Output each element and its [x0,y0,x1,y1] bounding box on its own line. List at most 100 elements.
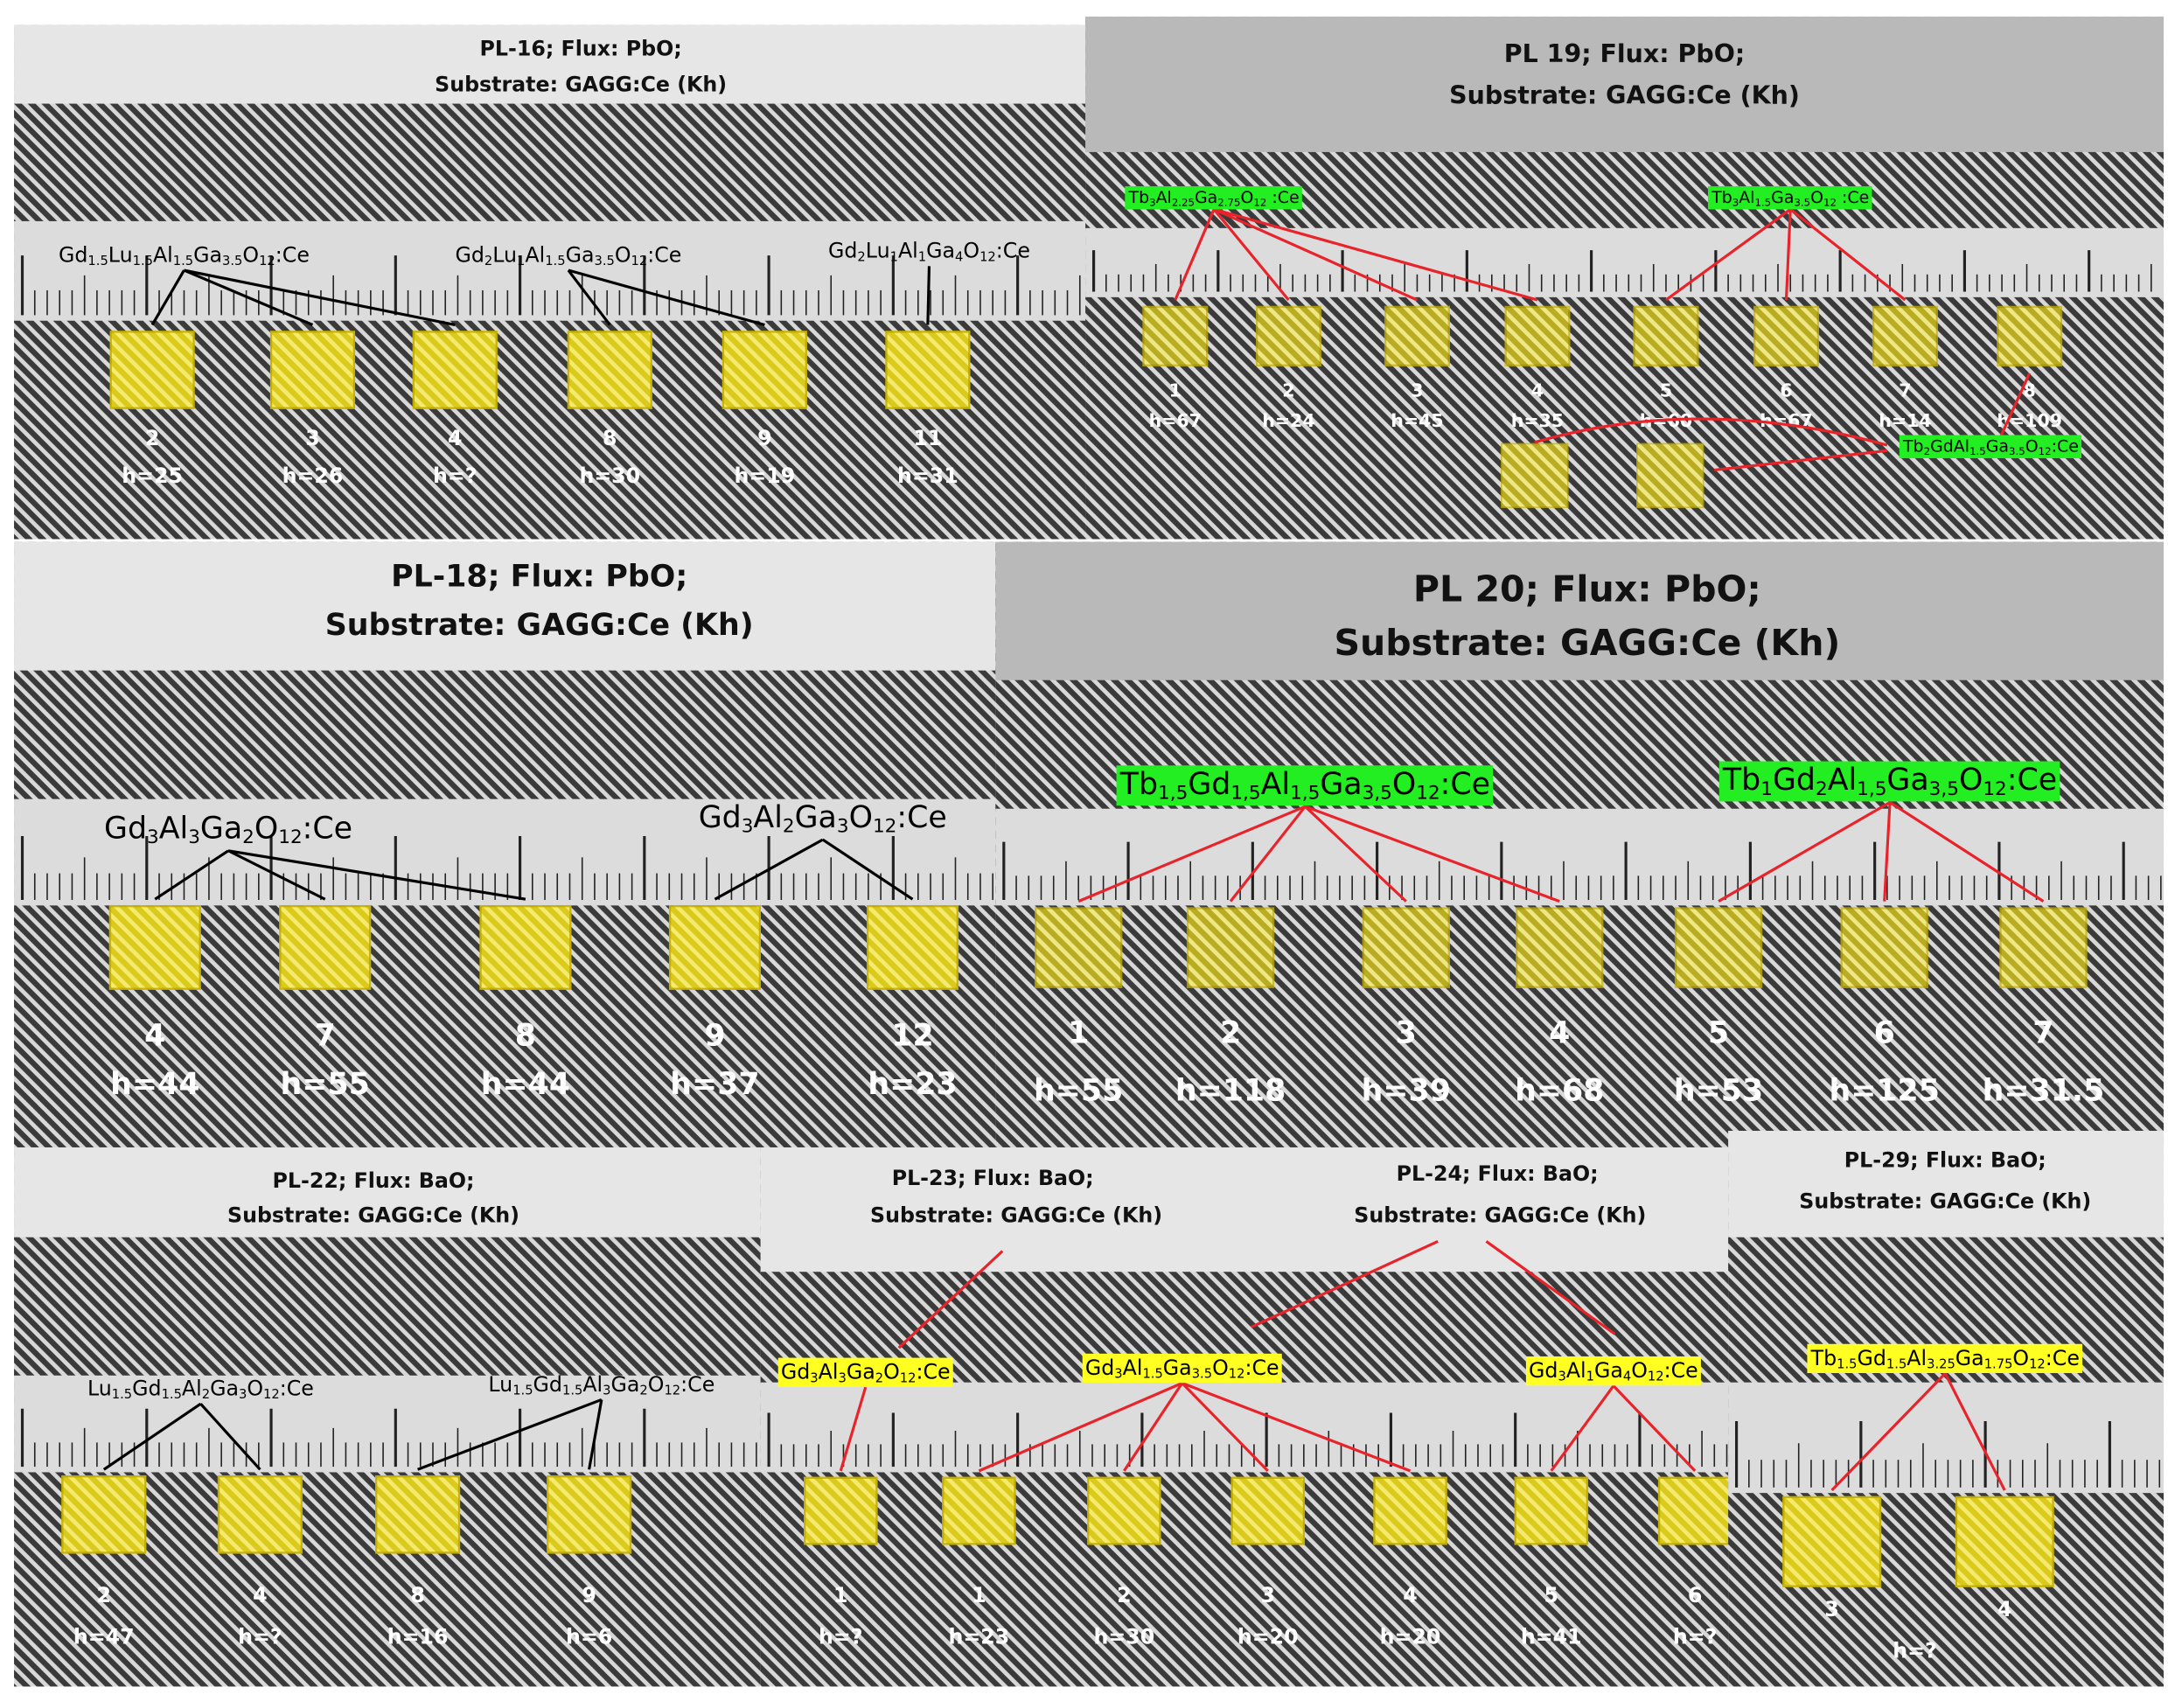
formula-part: Ga [926,238,955,262]
crystal-sample [1186,907,1275,988]
sample-thickness: h=? [433,464,477,488]
formula: Lu1.5Gd1.5Al3Ga2O12:Ce [488,1371,715,1398]
crystal-sample [804,1476,878,1545]
crystal-sample [109,331,195,409]
formula-part: O [1240,188,1253,207]
formula-part: Gd [828,238,857,262]
formula-highlight [1116,765,1494,806]
formula-part: O [2025,436,2039,456]
formula: Tb3Al1.5Ga3.5O12 :Ce [1711,188,1869,208]
sample-thickness: h=? [1673,1625,1718,1649]
formula-part: 3 [239,1387,247,1402]
sample-thickness: h=20 [1380,1625,1441,1649]
formula-part: 12 [873,816,896,838]
formula: Gd3Al3Ga2O12:Ce [104,811,352,848]
panel-title: Substrate: GAGG:Ce (Kh) [227,1203,519,1228]
connector [183,268,314,326]
formula: Gd2Lu1Al1Ga4O12:Ce [828,238,1030,264]
formula-part: 3 [1558,1370,1565,1384]
panel-title: Substrate: GAGG:Ce (Kh) [870,1203,1162,1228]
sample-number: 4 [1531,380,1544,401]
sample-thickness: h=26 [282,464,344,488]
formula-part: 1.5 [545,254,565,268]
formula-part: O [849,800,873,835]
formula-part: Al [819,1359,839,1384]
sample-thickness: h=20 [1237,1625,1299,1649]
formula-part: Al [1907,1345,1927,1370]
formula-part: 3 [1149,196,1155,208]
sample-number: 4 [1997,1597,2012,1621]
panel-title: Substrate: GAGG:Ce (Kh) [435,73,727,97]
formula-part: 2 [875,1370,883,1385]
formula-part: 3 [147,826,159,848]
panel-title: PL-18; Flux: PbO; [391,560,687,595]
formula-part: 1.5 [562,1383,582,1398]
crystal-sample [1501,443,1569,508]
formula-part: GdAl [1930,436,1969,456]
connector [1665,208,1792,302]
connector [184,268,456,327]
sample-number: 3 [1260,1583,1274,1607]
crystal-sample [942,1476,1016,1545]
formula-part: Ga [1195,188,1217,207]
formula-part: Al [525,242,545,267]
crystal-sample [1504,305,1571,366]
formula-part: :Ce [680,1371,715,1396]
sample-number: 4 [144,1019,165,1054]
formula-part: 3.5 [594,254,614,268]
formula-part: Ga [1320,767,1362,802]
formula-part: 3,5 [1929,778,1959,800]
formula-part: Tb [1711,188,1732,207]
formula-highlight [1082,1353,1282,1384]
connector [1077,805,1307,903]
formula-part: Al [182,1376,202,1400]
formula: Tb1,5Gd1,5Al1,5Ga3,5O12:Ce [1119,767,1490,805]
crystal-sample [1255,305,1321,366]
sample-thickness: h=118 [1175,1074,1286,1109]
formula-part: Ga [847,1359,875,1384]
sample-thickness: h=30 [1093,1625,1154,1649]
connector [150,269,185,326]
formula-part: 12 [2039,444,2052,457]
formula-part: 2 [639,1383,647,1398]
formula-part: 2.25 [1172,196,1195,208]
formula-part: :Ce [2046,1345,2080,1370]
ruler [1728,1382,2165,1494]
sample-number: 1 [972,1583,986,1607]
formula-part: 12 [1648,1370,1664,1384]
ruler [760,1382,1729,1473]
connector [1883,802,1892,902]
connector [1181,1382,1269,1472]
sample-thickness: h=25 [122,464,183,488]
formula-part: 12 [979,249,996,264]
sample-number: 9 [582,1583,596,1607]
formula-part: :Ce [1837,188,1869,207]
sample-thickness: h=125 [1829,1074,1939,1109]
connector [1830,1372,1947,1492]
formula-part: Lu [87,1376,112,1400]
ruler [14,220,1086,321]
formula-part: 1.5 [87,254,108,268]
sample-number: 8 [410,1583,424,1607]
sample-thickness: h=16 [387,1625,449,1649]
crystal-sample [722,331,807,409]
connector [1251,1240,1439,1328]
formula-part: Ga [1986,436,2009,456]
panel-title: PL 20; Flux: PbO; [1413,568,1761,610]
formula: Tb1Gd2Al1,5Ga3,5O12:Ce [1722,763,2057,800]
sample-thickness: h=37 [670,1067,759,1102]
formula-part: Lu [866,238,890,262]
sample-number: 8 [515,1019,536,1054]
formula-part: 1.75 [1984,1356,2013,1371]
connector [1943,1372,2006,1491]
formula-part: Tb [1119,767,1158,802]
formula-part: Al [1566,1358,1586,1383]
sample-thickness: h=53 [1674,1074,1763,1109]
formula-highlight [1718,761,2060,802]
formula: Gd2Lu1Al1.5Ga3.5O12:Ce [455,242,681,268]
sample-number: 4 [448,426,463,450]
formula-part: 3 [838,1370,846,1385]
sample-thickness: h=55 [1034,1074,1123,1109]
sample-number: 7 [1899,380,1911,401]
sample-thickness: h=31.5 [1983,1074,2105,1109]
